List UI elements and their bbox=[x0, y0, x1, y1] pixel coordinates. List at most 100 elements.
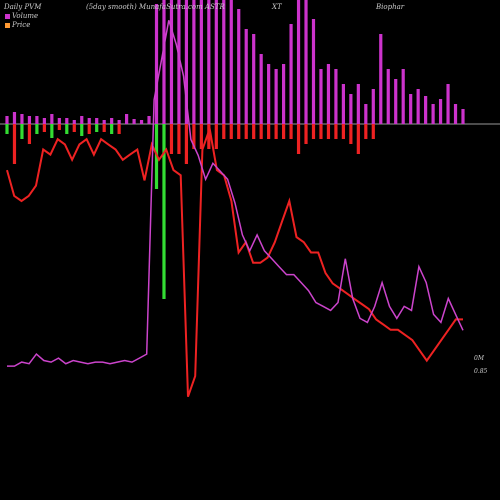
volume-bar-down bbox=[199, 124, 203, 149]
volume-bar bbox=[386, 69, 390, 124]
volume-bar bbox=[50, 114, 54, 124]
legend-price-label: Price bbox=[12, 21, 31, 29]
volume-bar-down bbox=[311, 124, 316, 139]
volume-bar-down bbox=[110, 124, 114, 134]
volume-bar bbox=[42, 118, 46, 124]
volume-bar bbox=[20, 114, 24, 124]
volume-bar-down bbox=[27, 124, 32, 144]
volume-bar-down bbox=[364, 124, 368, 139]
volume-bar bbox=[192, 0, 196, 124]
volume-bar bbox=[72, 120, 76, 124]
volume-bar bbox=[199, 0, 203, 124]
price-lines bbox=[6, 20, 464, 398]
volume-bar-down bbox=[296, 124, 301, 154]
volume-bar bbox=[416, 89, 420, 124]
volume-bar bbox=[214, 0, 218, 124]
volume-bar bbox=[326, 64, 331, 124]
volume-bar-down bbox=[184, 124, 189, 164]
header-right: Biophar bbox=[376, 3, 405, 11]
volume-bar bbox=[364, 104, 368, 124]
header-center: (5day smooth) MunafaSutra.com ASTR bbox=[86, 3, 225, 11]
volume-bar-down bbox=[222, 124, 226, 139]
volume-bar bbox=[169, 0, 174, 124]
legend-price-swatch bbox=[5, 22, 10, 28]
volume-bar-down bbox=[35, 124, 39, 134]
volume-bar bbox=[281, 64, 286, 124]
price-right-label: 0.85 bbox=[474, 368, 488, 375]
volume-bar-down bbox=[319, 124, 323, 139]
volume-bar-down bbox=[192, 124, 196, 149]
volume-bar bbox=[334, 69, 338, 124]
volume-bar bbox=[319, 69, 323, 124]
volume-bar-down bbox=[252, 124, 256, 139]
volume-bar-down bbox=[50, 124, 54, 138]
volume-bar bbox=[132, 119, 136, 124]
volume-bar bbox=[27, 116, 32, 124]
volume-bar-down bbox=[57, 124, 61, 130]
volume-bar bbox=[259, 54, 263, 124]
volume-bar bbox=[65, 118, 69, 124]
volume-bar bbox=[57, 118, 61, 124]
volume-bar-down bbox=[237, 124, 241, 139]
volume-right-label: 0M bbox=[474, 355, 484, 362]
pvm-line bbox=[7, 20, 464, 367]
volume-bar-down bbox=[274, 124, 278, 139]
volume-bar bbox=[409, 94, 413, 124]
volume-bar bbox=[177, 0, 181, 124]
volume-bar bbox=[35, 116, 39, 124]
volume-bar bbox=[184, 0, 189, 124]
volume-bar bbox=[95, 118, 99, 124]
volume-bar bbox=[296, 0, 301, 124]
volume-bar bbox=[5, 116, 9, 124]
volume-bar-down bbox=[72, 124, 76, 132]
volume-bar-down bbox=[371, 124, 375, 139]
volume-bar bbox=[267, 64, 271, 124]
legend-volume-swatch bbox=[5, 13, 10, 19]
volume-bar bbox=[446, 84, 450, 124]
volume-bar-down bbox=[65, 124, 69, 134]
volume-bar bbox=[349, 94, 353, 124]
volume-bar-down bbox=[95, 124, 99, 132]
volume-bar-down bbox=[326, 124, 331, 139]
volume-bar bbox=[379, 34, 383, 124]
volume-bar bbox=[431, 104, 435, 124]
volume-bar-down bbox=[281, 124, 286, 139]
volume-bar bbox=[453, 104, 458, 124]
volume-bar-down bbox=[102, 124, 106, 132]
volume-bar bbox=[244, 29, 248, 124]
volume-bar-down bbox=[349, 124, 353, 144]
volume-bar bbox=[147, 116, 151, 124]
price-line bbox=[6, 124, 463, 398]
volume-bar bbox=[229, 0, 233, 124]
volume-bar bbox=[117, 120, 121, 124]
volume-bar bbox=[311, 19, 316, 124]
volume-bar bbox=[274, 69, 278, 124]
volume-bar bbox=[371, 89, 375, 124]
volume-bars bbox=[5, 0, 465, 299]
volume-bar-down bbox=[169, 124, 174, 154]
volume-bar-down bbox=[334, 124, 338, 139]
volume-bar-down bbox=[214, 124, 218, 149]
header-left: Daily PVM bbox=[4, 3, 42, 11]
volume-bar-down bbox=[162, 124, 166, 299]
volume-bar-down bbox=[229, 124, 233, 139]
legend-volume-label: Volume bbox=[12, 12, 39, 20]
volume-bar-down bbox=[341, 124, 345, 139]
header-ticker: XT bbox=[272, 3, 282, 11]
volume-bar bbox=[162, 0, 166, 124]
volume-bar-down bbox=[20, 124, 24, 139]
volume-bar bbox=[394, 79, 398, 124]
volume-bar-down bbox=[267, 124, 271, 139]
volume-bar bbox=[154, 4, 159, 124]
volume-bar bbox=[356, 84, 360, 124]
volume-bar bbox=[125, 114, 129, 124]
legend-price: Price bbox=[5, 21, 30, 29]
volume-bar bbox=[304, 0, 308, 124]
volume-bar-down bbox=[12, 124, 17, 164]
volume-bar bbox=[461, 109, 465, 124]
volume-bar-down bbox=[42, 124, 46, 132]
volume-bar-down bbox=[207, 124, 211, 149]
volume-bar-down bbox=[177, 124, 181, 154]
volume-bar-down bbox=[80, 124, 84, 136]
volume-bar-down bbox=[117, 124, 121, 134]
